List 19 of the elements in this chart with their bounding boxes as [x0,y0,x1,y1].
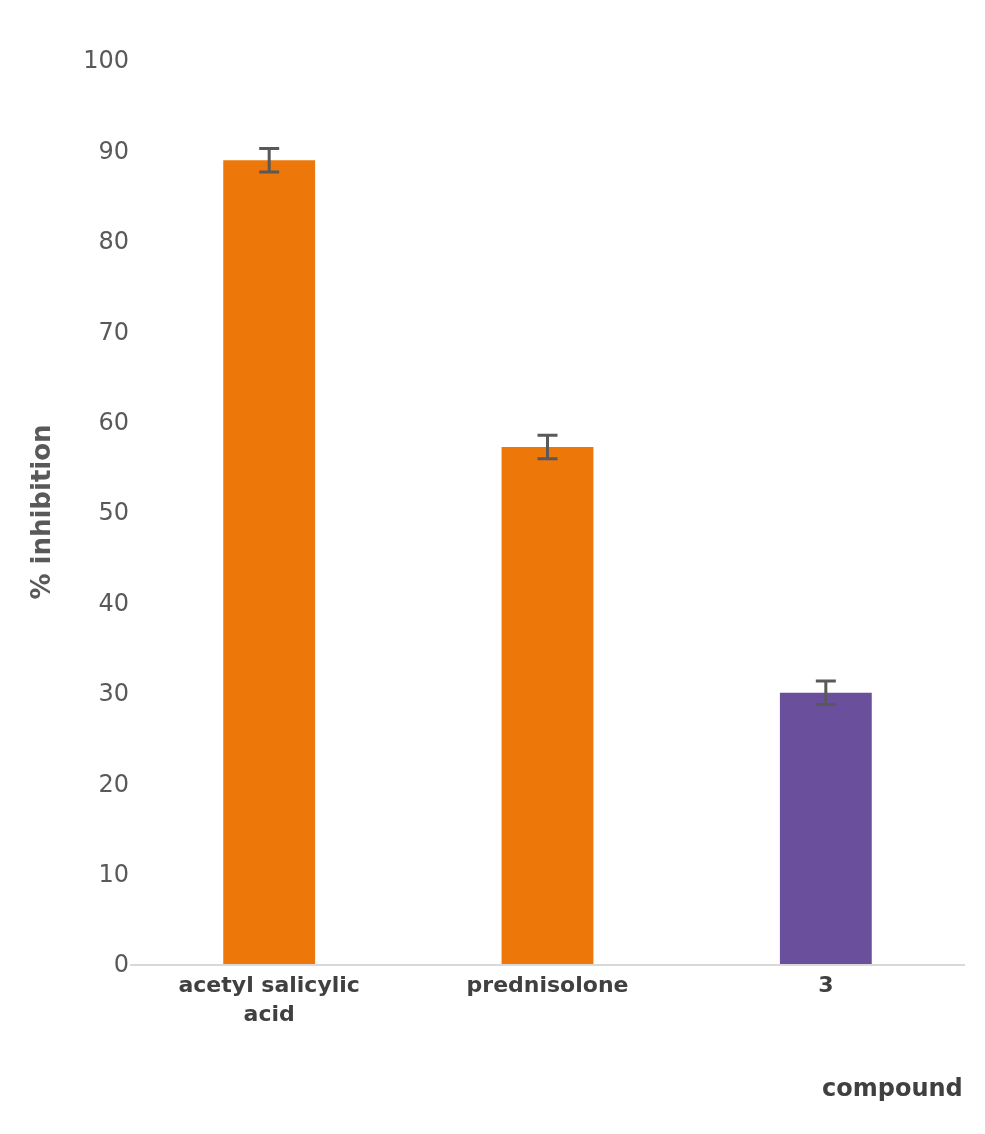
bar [779,692,872,964]
x-tick-label: acetyl salicylic acid [178,972,360,1026]
x-tick-label: 3 [818,972,834,998]
y-tick-label: 70 [98,317,129,346]
y-tick-label: 20 [98,769,129,798]
bar [223,160,316,964]
y-tick-label: 0 [113,950,129,979]
x-tick-label: prednisolone [466,972,629,998]
y-tick-label: 50 [98,498,129,527]
y-tick-label: 90 [98,136,129,165]
y-tick-label: 10 [98,860,129,888]
bar [501,446,594,964]
x-axis-title: compound [822,1074,963,1102]
y-tick-label: 100 [83,46,129,75]
y-axis-title: % inhibition [25,424,56,600]
y-tick-label: 60 [98,408,129,436]
y-tick-label: 30 [98,679,129,708]
y-tick-label: 80 [98,227,129,256]
y-tick-label: 40 [98,588,129,617]
